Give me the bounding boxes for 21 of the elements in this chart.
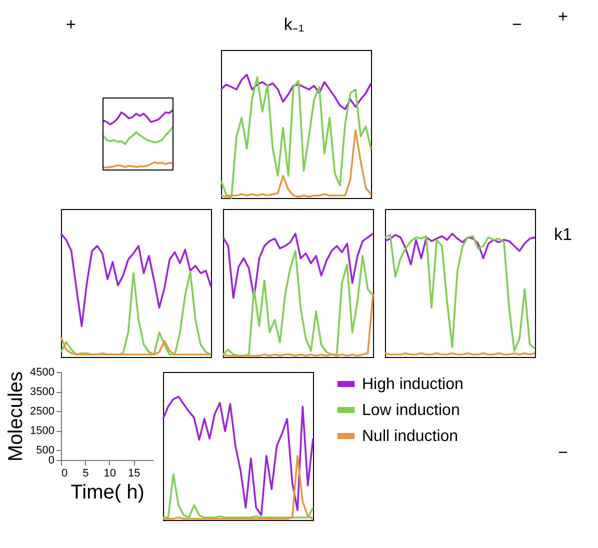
x-tick-label: 0 [62,468,68,480]
text: − [558,443,568,462]
x-axis-title: Time( h) [70,482,144,504]
text: k₋₁ [284,15,304,34]
legend-label: High induction [362,376,464,393]
x-tick-label: 15 [128,468,140,480]
legend-label: Low induction [362,402,460,419]
y-tick-label: 4500 [30,366,54,378]
text: k1 [554,225,572,244]
legend-label: Null induction [362,428,458,445]
y-tick-label: 0 [48,454,54,466]
y-tick-label: 1500 [30,425,54,438]
x-tick-label: 5 [82,468,89,480]
text: + [66,15,76,34]
text: + [558,7,568,26]
x-tick-label: 10 [104,468,116,480]
y-tick-label: 2500 [30,406,54,418]
text: − [512,15,522,34]
y-tick-label: 500 [36,444,54,457]
y-tick-label: 3500 [30,386,54,398]
y-axis-title: Molecules [5,371,28,462]
